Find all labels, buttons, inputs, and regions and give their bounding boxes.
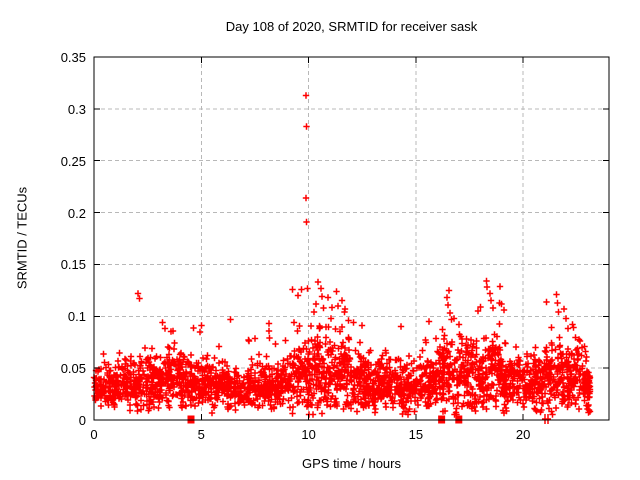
y-axis-label: SRMTID / TECUs bbox=[14, 186, 30, 290]
y-tick-label-0: 0 bbox=[78, 413, 86, 428]
y-tick-label-0.25: 0.25 bbox=[60, 153, 86, 169]
y-tick-label-0.05: 0.05 bbox=[60, 361, 86, 377]
x-tick-label-10: 10 bbox=[301, 427, 316, 442]
y-tick-label-0.3: 0.3 bbox=[67, 101, 86, 117]
chart-title: Day 108 of 2020, SRMTID for receiver sas… bbox=[225, 19, 478, 34]
x-tick-label-0: 0 bbox=[90, 427, 98, 442]
x-tick-label-5: 5 bbox=[197, 427, 205, 442]
y-tick-label-0.15: 0.15 bbox=[60, 257, 86, 273]
plot-frame bbox=[93, 56, 610, 421]
y-tick-label-0.35: 0.35 bbox=[60, 50, 86, 65]
y-tick-label-0.1: 0.1 bbox=[67, 309, 86, 325]
x-axis-label: GPS time / hours bbox=[302, 456, 401, 471]
x-tick-label-15: 15 bbox=[408, 427, 424, 442]
y-tick-label-0.2: 0.2 bbox=[67, 205, 86, 221]
scatter-points bbox=[90, 92, 594, 424]
x-tick-label-20: 20 bbox=[515, 427, 531, 442]
